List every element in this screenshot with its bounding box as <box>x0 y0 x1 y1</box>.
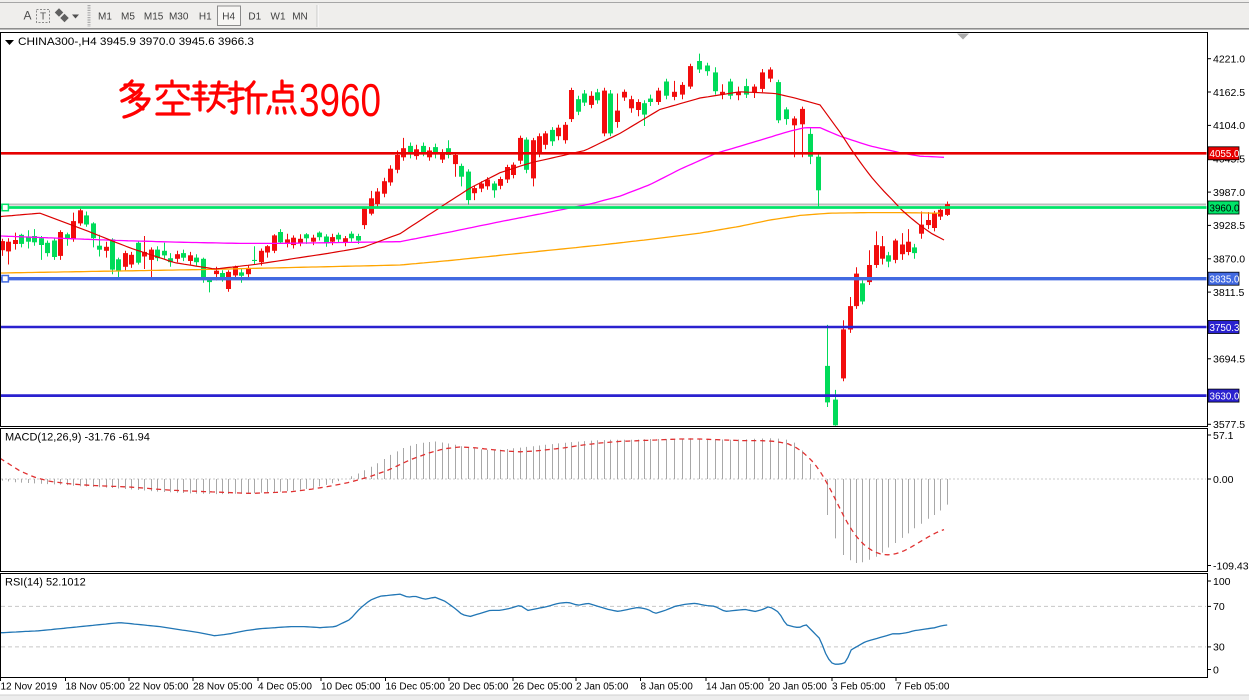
svg-text:22 Nov 05:00: 22 Nov 05:00 <box>129 682 189 693</box>
svg-text:H1: H1 <box>199 12 212 23</box>
svg-text:30: 30 <box>1213 642 1225 654</box>
svg-text:2 Jan 05:00: 2 Jan 05:00 <box>576 682 629 693</box>
svg-text:T: T <box>40 12 46 23</box>
svg-text:10 Dec 05:00: 10 Dec 05:00 <box>321 682 381 693</box>
svg-text:-109.43: -109.43 <box>1213 560 1249 572</box>
svg-text:3630.0: 3630.0 <box>1210 391 1241 402</box>
svg-text:16 Dec 05:00: 16 Dec 05:00 <box>386 682 446 693</box>
svg-text:0.00: 0.00 <box>1213 474 1234 486</box>
svg-text:4 Dec 05:00: 4 Dec 05:00 <box>258 682 312 693</box>
svg-text:M5: M5 <box>121 12 135 23</box>
svg-text:W1: W1 <box>271 12 286 23</box>
svg-text:0: 0 <box>1213 664 1219 676</box>
svg-text:12 Nov 2019: 12 Nov 2019 <box>1 682 58 693</box>
svg-text:CHINA300-,H4 3945.9 3970.0 39: CHINA300-,H4 3945.9 3970.0 3945.6 3966.3 <box>18 36 254 48</box>
svg-text:A: A <box>23 9 31 23</box>
svg-text:M30: M30 <box>169 12 189 23</box>
svg-text:3811.5: 3811.5 <box>1213 287 1244 299</box>
svg-text:7 Feb 05:00: 7 Feb 05:00 <box>896 682 950 693</box>
svg-text:3870.0: 3870.0 <box>1213 254 1245 266</box>
svg-text:3987.0: 3987.0 <box>1213 187 1245 199</box>
svg-text:20 Dec 05:00: 20 Dec 05:00 <box>449 682 509 693</box>
svg-text:3694.5: 3694.5 <box>1213 354 1245 366</box>
svg-text:18 Nov 05:00: 18 Nov 05:00 <box>66 682 126 693</box>
svg-text:28 Nov 05:00: 28 Nov 05:00 <box>193 682 253 693</box>
svg-text:4221.0: 4221.0 <box>1213 54 1245 66</box>
svg-text:4104.0: 4104.0 <box>1213 120 1245 132</box>
svg-text:RSI(14) 52.1012: RSI(14) 52.1012 <box>5 577 86 589</box>
svg-text:MN: MN <box>292 12 308 23</box>
svg-text:H4: H4 <box>222 12 235 23</box>
svg-text:3577.5: 3577.5 <box>1213 419 1245 431</box>
svg-text:3960.0: 3960.0 <box>1210 203 1241 214</box>
svg-text:57.1: 57.1 <box>1213 430 1234 442</box>
svg-text:4162.5: 4162.5 <box>1213 87 1245 99</box>
svg-text:14 Jan 05:00: 14 Jan 05:00 <box>706 682 764 693</box>
svg-text:3835.0: 3835.0 <box>1210 275 1241 286</box>
svg-text:3960: 3960 <box>299 74 381 126</box>
svg-text:MACD(12,26,9) -31.76 -61.94: MACD(12,26,9) -31.76 -61.94 <box>5 432 150 444</box>
svg-text:3928.5: 3928.5 <box>1213 220 1245 232</box>
svg-text:26 Dec 05:00: 26 Dec 05:00 <box>513 682 573 693</box>
svg-text:4055.0: 4055.0 <box>1210 149 1241 160</box>
svg-text:M15: M15 <box>144 12 164 23</box>
svg-text:M1: M1 <box>98 12 112 23</box>
svg-text:3750.3: 3750.3 <box>1210 323 1241 334</box>
svg-text:8 Jan 05:00: 8 Jan 05:00 <box>641 682 694 693</box>
svg-text:D1: D1 <box>248 12 261 23</box>
svg-text:3 Feb 05:00: 3 Feb 05:00 <box>832 682 886 693</box>
svg-text:70: 70 <box>1213 601 1225 613</box>
svg-text:100: 100 <box>1213 576 1231 588</box>
svg-text:20 Jan 05:00: 20 Jan 05:00 <box>769 682 827 693</box>
